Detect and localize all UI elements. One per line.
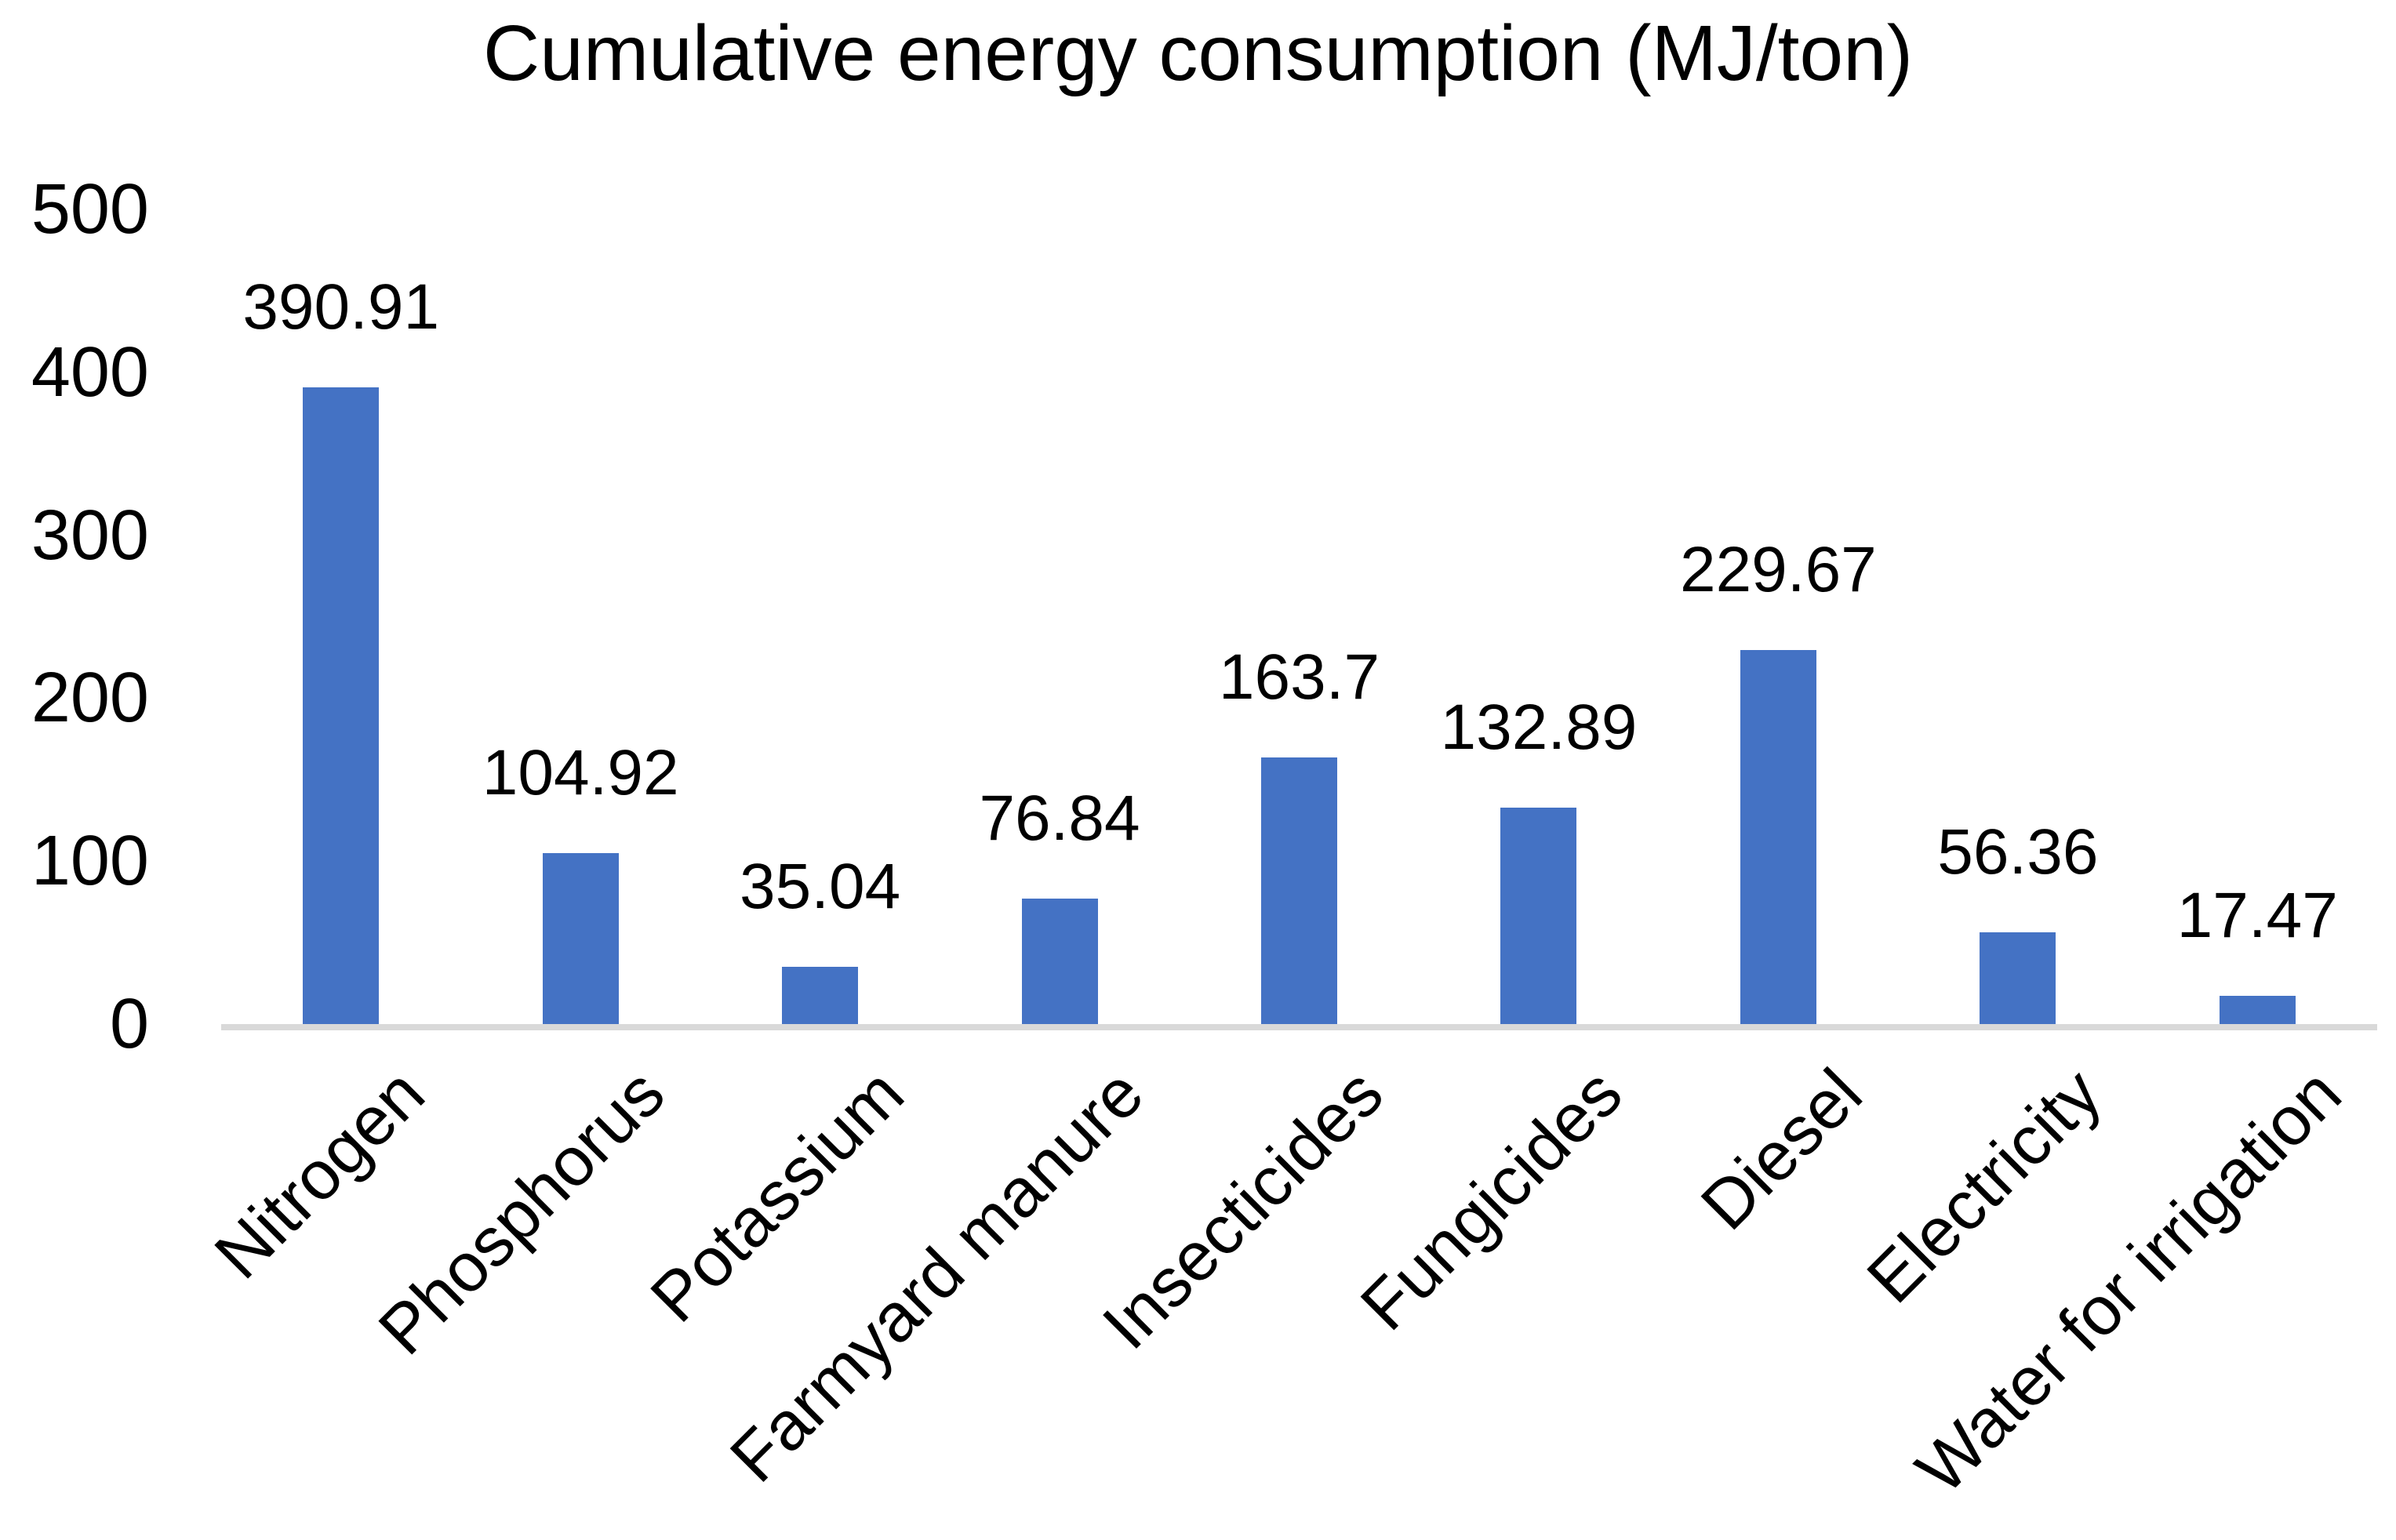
bar-value-label: 390.91 bbox=[242, 271, 440, 343]
y-axis-tick-label: 300 bbox=[31, 496, 149, 575]
bar-value-label: 17.47 bbox=[2176, 879, 2338, 951]
bar-value-label: 132.89 bbox=[1440, 691, 1638, 763]
chart-title: Cumulative energy consumption (MJ/ton) bbox=[483, 9, 1913, 97]
bar-value-label: 76.84 bbox=[979, 783, 1140, 855]
y-axis-tick-label: 100 bbox=[31, 822, 149, 901]
x-axis-line bbox=[221, 1024, 2377, 1030]
bar-value-label: 163.7 bbox=[1218, 641, 1380, 713]
bar-value-label: 35.04 bbox=[740, 851, 901, 923]
bar bbox=[303, 387, 380, 1024]
bar-value-label: 229.67 bbox=[1679, 533, 1877, 605]
x-axis-label: Water for irrigation bbox=[1900, 1054, 2356, 1509]
bar-value-label: 56.36 bbox=[1937, 815, 2099, 888]
bar bbox=[2219, 995, 2296, 1024]
bar-value-label: 104.92 bbox=[482, 736, 679, 808]
bar bbox=[782, 967, 859, 1024]
y-axis-tick-label: 500 bbox=[31, 170, 149, 249]
x-axis-label: Fungicides bbox=[1346, 1054, 1637, 1345]
bar bbox=[1500, 807, 1577, 1024]
x-axis-label: Nitrogen bbox=[199, 1054, 439, 1294]
bar bbox=[1261, 757, 1337, 1024]
x-axis-label: Farmyard manure bbox=[714, 1054, 1158, 1497]
y-axis-tick-label: 200 bbox=[31, 659, 149, 738]
x-axis-label: Diesel bbox=[1685, 1054, 1877, 1244]
y-axis-tick-label: 0 bbox=[109, 985, 149, 1063]
bar bbox=[1021, 899, 1098, 1024]
bar bbox=[542, 852, 619, 1024]
bar bbox=[1980, 932, 2056, 1024]
y-axis-tick-label: 400 bbox=[31, 332, 149, 412]
bar bbox=[1740, 649, 1816, 1024]
